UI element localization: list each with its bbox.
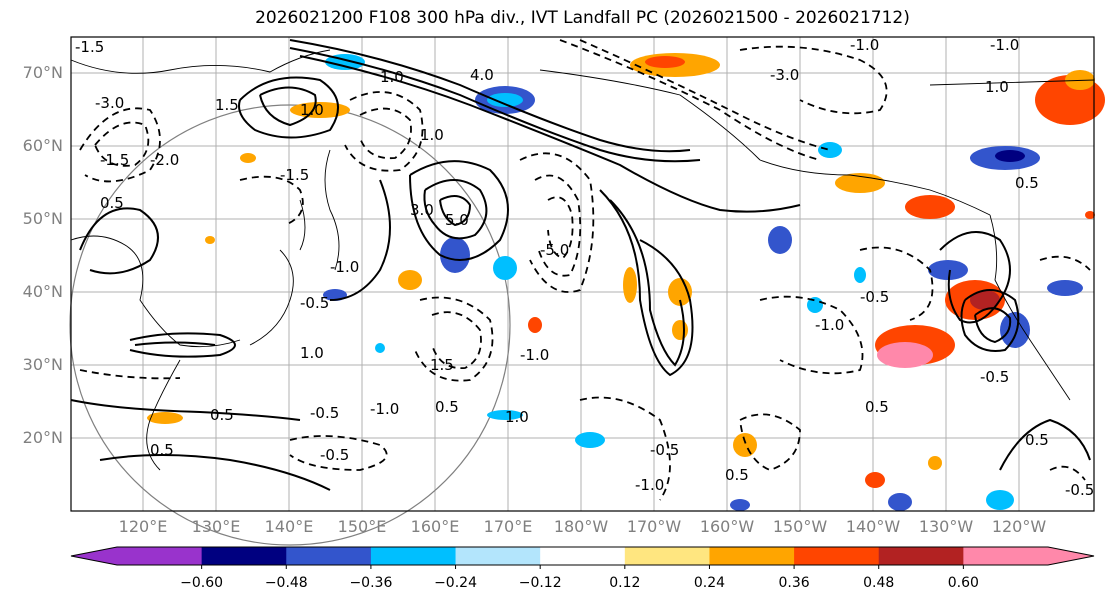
contour-label: -5.0 (540, 241, 569, 259)
longitude-label: 160°E (410, 517, 460, 536)
latitude-label: 60°N (22, 136, 63, 155)
latitude-label: 70°N (22, 63, 63, 82)
contour-label: 5.0 (445, 211, 469, 229)
map-title: 2026021200 F108 300 hPa div., IVT Landfa… (255, 8, 910, 28)
contour-label: -0.5 (320, 446, 349, 464)
longitude-label: 150°W (772, 517, 828, 536)
colorbar-swatch (370, 547, 457, 565)
longitude-label: 180°W (553, 517, 609, 536)
contour-labels: -1.0 -1.0 -1.5 4.0 1.0 -3.0 1.0 -3.0 1.5… (75, 36, 1094, 499)
latitude-label: 30°N (22, 355, 63, 374)
contour-label: -3.0 (770, 66, 799, 84)
colorbar-tick-label: 0.60 (947, 575, 979, 591)
contour-label: -0.5 (860, 288, 889, 306)
contour-label: -1.0 (330, 258, 359, 276)
contour-label: 1.0 (420, 126, 444, 144)
longitude-label: 170°E (483, 517, 533, 536)
colorbar-tick-label: −0.36 (349, 575, 393, 591)
solid-contours (70, 39, 1091, 491)
dashed-contours (79, 39, 1091, 501)
colorbar-swatch (117, 547, 203, 565)
colorbar-swatch (455, 547, 541, 565)
contour-label: 0.5 (865, 398, 889, 416)
colorbar-tick-label: 0.48 (863, 575, 895, 591)
colorbar-swatch (624, 547, 710, 565)
longitude-label: 170°W (626, 517, 682, 536)
colorbar-tick-label: −0.12 (518, 575, 562, 591)
colorbar (70, 546, 1095, 569)
contour-label: -2.0 (150, 151, 179, 169)
contour-label: 1.0 (300, 101, 324, 119)
contour-label: -0.5 (980, 368, 1009, 386)
colorbar-swatch (201, 547, 287, 565)
contour-label: 0.5 (150, 441, 174, 459)
longitude-label: 150°E (337, 517, 387, 536)
contour-label: -0.5 (650, 441, 679, 459)
contour-label: -0.5 (1065, 481, 1094, 499)
longitude-label: 140°E (264, 517, 314, 536)
colorbar-swatch (540, 547, 626, 565)
contour-label: 1.0 (300, 344, 324, 362)
colorbar-tick-label: 0.36 (778, 575, 810, 591)
colorbar-tick-label: 0.12 (609, 575, 641, 591)
contour-label: -1.0 (815, 316, 844, 334)
longitude-label: 160°W (699, 517, 755, 536)
colorbar-outline (70, 546, 1095, 566)
longitude-label: 120°W (991, 517, 1047, 536)
contour-label: 1.0 (380, 68, 404, 86)
colorbar-swatch (71, 547, 117, 565)
contour-label: 1.0 (985, 78, 1009, 96)
contour-label: -1.5 (100, 151, 129, 169)
colorbar-tick-label: −0.60 (180, 575, 224, 591)
contour-label: -1.0 (520, 346, 549, 364)
longitude-label: 130°W (918, 517, 974, 536)
latitude-label: 40°N (22, 282, 63, 301)
longitude-label: 130°E (191, 517, 241, 536)
longitude-label: 140°W (845, 517, 901, 536)
contour-label: 1.5 (215, 96, 239, 114)
latitude-label: 50°N (22, 209, 63, 228)
contour-label: 0.5 (435, 398, 459, 416)
contour-label: 1.0 (505, 408, 529, 426)
colorbar-swatch (794, 547, 880, 565)
contour-label: -0.5 (310, 404, 339, 422)
colorbar-tick-label: 0.24 (693, 575, 726, 591)
colorbar-tick-label: −0.24 (434, 575, 477, 591)
colorbar-swatch (709, 547, 795, 565)
contour-label: 0.5 (1025, 431, 1049, 449)
contour-label: -3.0 (95, 94, 124, 112)
range-circle (69, 104, 511, 546)
colorbar-swatch (286, 547, 372, 565)
divergence-shading (147, 53, 1105, 511)
latitude-label: 20°N (22, 428, 63, 447)
contour-label: -1.0 (990, 36, 1019, 54)
colorbar-tick-label: −0.48 (264, 575, 308, 591)
longitude-label: 120°E (118, 517, 168, 536)
contour-label: 0.5 (725, 466, 749, 484)
contour-label: -1.0 (850, 36, 879, 54)
contour-label: 1.5 (430, 356, 454, 374)
contour-label: 0.5 (1015, 174, 1039, 192)
contour-label: 4.0 (470, 66, 494, 84)
contour-label: 0.5 (210, 406, 234, 424)
colorbar-swatch (878, 547, 964, 565)
contour-label: -1.5 (280, 166, 309, 184)
contour-label: -1.0 (635, 476, 664, 494)
contour-label: -1.5 (75, 38, 104, 56)
contour-label: -0.5 (300, 294, 329, 312)
contour-label: -1.0 (370, 400, 399, 418)
colorbar-swatch (1048, 547, 1094, 565)
contour-label: 3.0 (410, 201, 434, 219)
colorbar-swatch (963, 547, 1049, 565)
contour-label: 0.5 (100, 194, 124, 212)
